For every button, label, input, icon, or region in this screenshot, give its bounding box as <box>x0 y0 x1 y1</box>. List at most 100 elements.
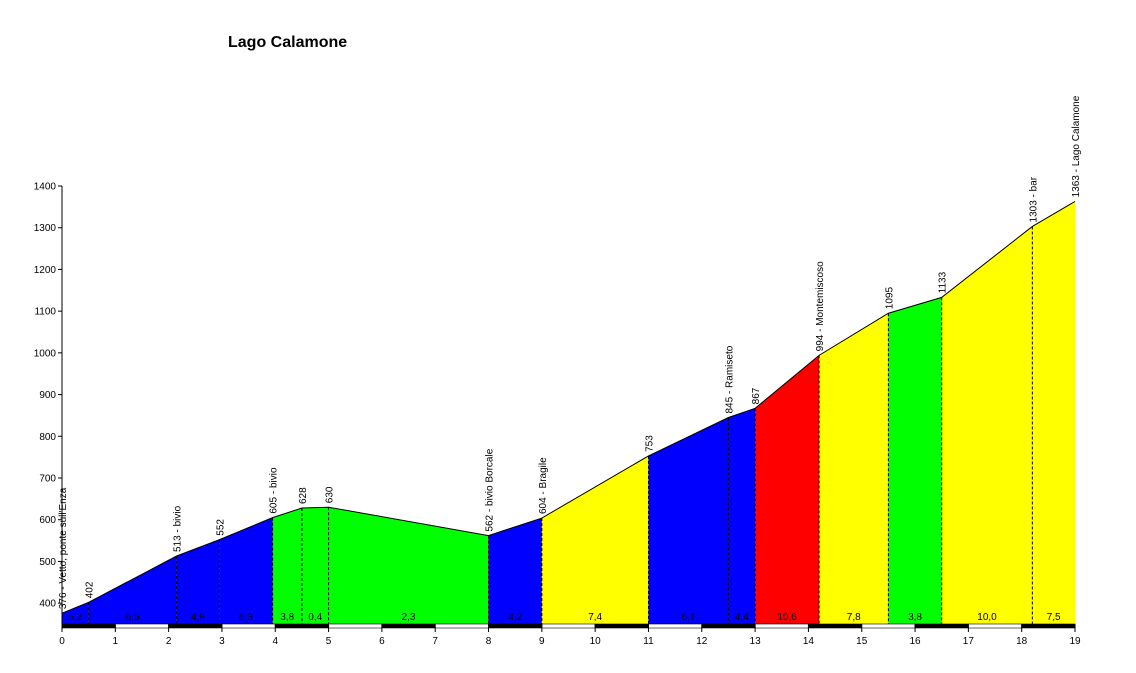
waypoint-label: 1363 - Lago Calamone <box>1071 95 1082 197</box>
y-tick-label: 400 <box>39 599 56 610</box>
x-tick-label: 0 <box>59 636 65 647</box>
distance-bar-18 <box>1021 623 1076 629</box>
gradient-label: 2,3 <box>402 612 416 623</box>
y-tick-label: 1000 <box>34 348 57 359</box>
y-tick-label: 1300 <box>34 223 57 234</box>
chart-title: Lago Calamone <box>228 34 348 51</box>
distance-bar-3 <box>221 623 276 629</box>
y-tick-label: 1200 <box>34 265 57 276</box>
y-tick-label: 500 <box>39 557 56 568</box>
segment-area-4 <box>272 508 302 624</box>
gradient-label: 10,6 <box>777 612 797 623</box>
segment-area-2 <box>176 539 220 624</box>
gradient-labels: 5,2 6,5 4,9 5,3 3,8 0,4 2,3 4,2 7,4 6,1 4,4 10,6 7,8… <box>68 612 1061 623</box>
y-tick-label: 700 <box>39 474 56 485</box>
distance-bar-2 <box>168 623 223 629</box>
segment-area-14 <box>941 226 1033 624</box>
gradient-label: 3,8 <box>280 612 294 623</box>
x-tick-label: 7 <box>432 636 438 647</box>
x-tick-label: 19 <box>1069 636 1081 647</box>
distance-bar-16 <box>914 623 969 629</box>
segment-area-15 <box>1032 201 1075 625</box>
distance-bar-5 <box>328 623 383 629</box>
gradient-label: 4,2 <box>508 612 522 623</box>
x-tick-label: 1 <box>113 636 119 647</box>
waypoint-label: 1133 <box>938 271 949 293</box>
y-tick-label: 600 <box>39 515 56 526</box>
segment-area-10 <box>728 408 756 624</box>
distance-bar-13 <box>754 623 809 629</box>
waypoint-label: 753 <box>644 435 655 452</box>
segment-area-5 <box>301 507 329 624</box>
distance-bar-7 <box>434 623 489 629</box>
distance-bar-1 <box>115 623 169 629</box>
distance-bar-17 <box>968 623 1022 629</box>
waypoint-label: 994 - Montemiscoso <box>815 261 826 351</box>
segment-area-12 <box>819 313 889 624</box>
gradient-label: 5,3 <box>239 612 253 623</box>
x-tick-label: 18 <box>1016 636 1028 647</box>
waypoint-label: 552 <box>215 519 226 536</box>
profile-outline <box>61 201 1076 624</box>
segment-area-11 <box>755 355 820 624</box>
x-tick-label: 17 <box>963 636 975 647</box>
x-tick-label: 6 <box>379 636 385 647</box>
gradient-label: 3,8 <box>908 612 922 623</box>
waypoint-label: 376 - Vetto, ponte sull'Enza <box>58 487 69 609</box>
y-tick-label: 900 <box>39 390 56 401</box>
segment-area-1 <box>88 556 177 624</box>
distance-bar-12 <box>701 623 756 629</box>
waypoint-label: 605 - bivio <box>269 467 280 514</box>
x-tick-label: 9 <box>539 636 545 647</box>
gradient-label: 5,2 <box>68 612 82 623</box>
distance-bar-15 <box>861 623 916 629</box>
waypoint-label: 845 - Ramiseto <box>724 345 735 413</box>
waypoint-label: 604 - Bragile <box>538 457 549 514</box>
distance-bar-14 <box>808 623 863 629</box>
segment-area-8 <box>541 455 649 624</box>
gradient-label: 4,4 <box>735 612 749 623</box>
waypoint-label: 562 - bivio Borcale <box>485 448 496 531</box>
y-tick-label: 1400 <box>34 182 57 193</box>
segment-area-13 <box>888 297 942 624</box>
distance-bar-0 <box>61 623 116 629</box>
gradient-label: 4,9 <box>191 612 205 623</box>
segment-area-9 <box>648 417 729 624</box>
waypoint-label: 402 <box>85 581 96 598</box>
x-tick-label: 15 <box>856 636 868 647</box>
waypoint-label: 628 <box>298 487 309 504</box>
gradient-segments <box>62 201 1075 625</box>
x-tick-label: 2 <box>166 636 172 647</box>
gradient-label: 7,4 <box>588 612 602 623</box>
gradient-label: 7,8 <box>847 612 861 623</box>
x-tick-label: 16 <box>909 636 921 647</box>
x-tick-label: 14 <box>803 636 815 647</box>
x-tick-label: 4 <box>272 636 278 647</box>
x-tick-label: 12 <box>696 636 708 647</box>
x-tick-label: 13 <box>750 636 762 647</box>
segment-area-0 <box>62 602 89 624</box>
waypoint-label: 513 - bivio <box>173 505 184 552</box>
segment-area-3 <box>219 517 273 624</box>
gradient-label: 7,5 <box>1047 612 1061 623</box>
distance-bar-8 <box>488 623 543 629</box>
point-labels: 376 - Vetto, ponte sull'Enza 402 513 - biv… <box>58 95 1082 609</box>
gradient-label: 10,0 <box>977 612 997 623</box>
y-tick-label: 1100 <box>34 307 56 318</box>
gradient-label: 0,4 <box>308 612 322 623</box>
distance-bar-6 <box>381 623 436 629</box>
axes: 400 500 600 700 800 900 1000 1100 1200 1300 1400 0 1… <box>34 182 1081 648</box>
waypoint-label: 867 <box>751 387 762 404</box>
x-tick-label: 10 <box>590 636 602 647</box>
y-tick-label: 800 <box>39 432 56 443</box>
gradient-label: 6,1 <box>682 612 696 623</box>
waypoint-label: 1095 <box>884 287 895 310</box>
distance-bar-4 <box>274 623 329 629</box>
distance-bar-9 <box>541 623 596 629</box>
distance-bar-10 <box>594 623 649 629</box>
segment-area-7 <box>488 518 542 624</box>
x-tick-label: 11 <box>643 636 654 647</box>
x-tick-label: 3 <box>219 636 225 647</box>
waypoint-label: 1303 - bar <box>1028 176 1039 222</box>
